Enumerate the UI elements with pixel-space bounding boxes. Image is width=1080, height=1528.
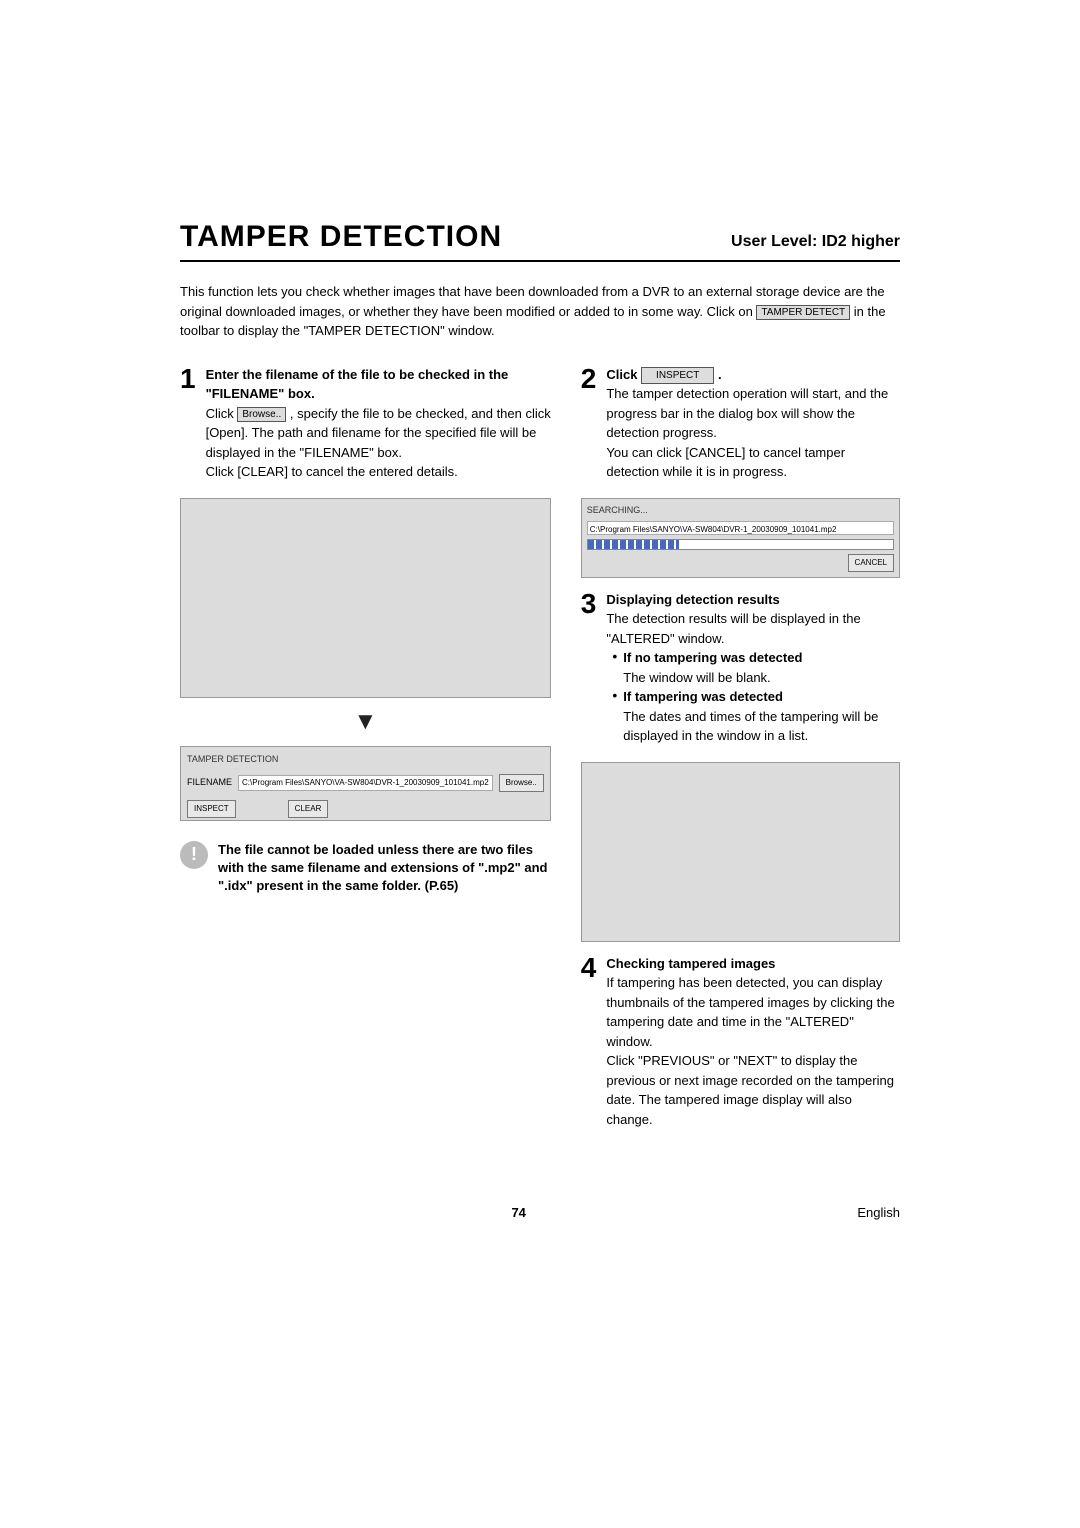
altered-window-screenshot <box>581 762 900 942</box>
step-3-lead: Displaying detection results <box>606 590 900 610</box>
step-3-body: The detection results will be displayed … <box>606 609 900 648</box>
intro-text: This function lets you check whether ima… <box>180 282 900 341</box>
step-3-number: 3 <box>581 590 597 746</box>
step-3-b2-body: The dates and times of the tampering wil… <box>623 709 878 744</box>
step-4-body2: Click "PREVIOUS" or "NEXT" to display th… <box>606 1051 900 1129</box>
step-2-period: . <box>718 367 722 382</box>
inspect-mini-button[interactable]: INSPECT <box>187 800 236 818</box>
step-4-lead: Checking tampered images <box>606 954 900 974</box>
page-number: 74 <box>511 1205 525 1220</box>
filename-panel-title: TAMPER DETECTION <box>187 753 544 767</box>
filename-input[interactable]: C:\Program Files\SANYO\VA-SW804\DVR-1_20… <box>238 775 493 791</box>
step-2-body1: The tamper detection operation will star… <box>606 384 900 443</box>
filename-label: FILENAME <box>187 776 232 790</box>
step-1-lead: Enter the filename of the file to be che… <box>206 367 509 402</box>
step-2-number: 2 <box>581 365 597 482</box>
searching-dialog-screenshot: SEARCHING... C:\Program Files\SANYO\VA-S… <box>581 498 900 578</box>
arrow-down-icon: ▼ <box>180 710 551 734</box>
user-level-label: User Level: ID2 higher <box>731 233 900 251</box>
step-1-clear-note: Click [CLEAR] to cancel the entered deta… <box>206 462 551 482</box>
footer-language: English <box>857 1205 900 1220</box>
search-progress-bar <box>587 539 894 549</box>
cancel-button[interactable]: CANCEL <box>848 554 894 572</box>
step-3-b1-head: If no tampering was detected <box>623 650 802 665</box>
step-1-number: 1 <box>180 365 196 482</box>
inspect-button[interactable]: INSPECT <box>641 367 714 384</box>
searching-path: C:\Program Files\SANYO\VA-SW804\DVR-1_20… <box>587 521 894 535</box>
warning-text: The file cannot be loaded unless there a… <box>218 841 551 896</box>
page-title: TAMPER DETECTION <box>180 220 502 254</box>
step-1-click-label: Click <box>206 406 238 421</box>
searching-title: SEARCHING... <box>587 504 894 518</box>
tamper-detect-button[interactable]: TAMPER DETECT <box>756 305 850 320</box>
step-4-body1: If tampering has been detected, you can … <box>606 973 900 1051</box>
warning-icon: ! <box>180 841 208 869</box>
step-2-body2: You can click [CANCEL] to cancel tamper … <box>606 443 900 482</box>
filename-panel-screenshot: TAMPER DETECTION FILENAME C:\Program Fil… <box>180 746 551 821</box>
browse-button[interactable]: Browse.. <box>237 407 286 422</box>
step-3-b1-body: The window will be blank. <box>623 670 770 685</box>
step-4-number: 4 <box>581 954 597 1130</box>
clear-mini-button[interactable]: CLEAR <box>288 800 329 818</box>
browse-mini-button[interactable]: Browse.. <box>499 774 544 792</box>
step-3-b2-head: If tampering was detected <box>623 689 783 704</box>
bullet-icon: • <box>612 648 617 687</box>
bullet-icon: • <box>612 687 617 746</box>
open-dialog-screenshot <box>180 498 551 698</box>
step-2-click-label: Click <box>606 367 641 382</box>
